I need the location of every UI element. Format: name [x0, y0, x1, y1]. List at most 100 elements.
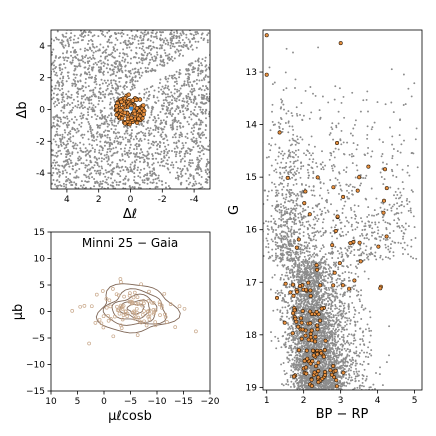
- position-field-star: [152, 96, 155, 99]
- position-field-star: [171, 94, 174, 97]
- position-field-star: [121, 56, 124, 59]
- cmd-field-star: [308, 250, 311, 253]
- position-field-star: [56, 74, 59, 77]
- position-field-star: [195, 121, 198, 124]
- position-field-star: [162, 59, 164, 62]
- position-field-star: [128, 37, 131, 39]
- cmd-field-star: [354, 176, 357, 179]
- cmd-field-star: [360, 232, 363, 235]
- position-field-star: [179, 131, 182, 134]
- cmd-field-star: [395, 197, 398, 200]
- position-field-star: [116, 140, 119, 143]
- position-field-star: [84, 94, 87, 96]
- cmd-field-star: [349, 348, 352, 351]
- cmd-field-star: [310, 391, 312, 393]
- position-field-star: [47, 116, 49, 118]
- position-field-star: [189, 81, 192, 84]
- cmd-field-star: [358, 385, 361, 387]
- position-field-star: [87, 39, 90, 42]
- position-field-star: [159, 63, 162, 66]
- position-field-star: [146, 104, 149, 107]
- position-field-star: [76, 90, 79, 93]
- position-field-star: [177, 178, 180, 181]
- cmd-field-star: [332, 150, 335, 153]
- position-member-star: [125, 116, 131, 122]
- position-field-star: [49, 64, 51, 66]
- cmd-field-star: [304, 284, 307, 287]
- position-field-star: [212, 33, 214, 35]
- position-field-star: [135, 46, 138, 49]
- position-field-star: [186, 47, 189, 50]
- cmd-field-star: [322, 233, 325, 236]
- cmd-field-star: [339, 393, 341, 395]
- position-field-star: [131, 41, 134, 44]
- position-field-star: [65, 163, 68, 166]
- position-field-star: [72, 56, 74, 59]
- position-field-star: [169, 37, 172, 40]
- cmd-field-star: [308, 158, 311, 161]
- position-field-star: [117, 173, 120, 176]
- position-field-star: [115, 181, 118, 184]
- position-field-star: [52, 154, 54, 157]
- position-field-star: [205, 101, 208, 104]
- position-field-star: [115, 135, 118, 138]
- position-field-star: [167, 112, 170, 115]
- position-field-star: [101, 149, 104, 152]
- position-field-star: [196, 166, 199, 169]
- cmd-field-star: [297, 216, 300, 219]
- position-field-star: [150, 110, 153, 112]
- cmd-field-star: [329, 394, 331, 396]
- position-field-star: [204, 69, 207, 72]
- pm-title: Minni 25 − Gaia: [82, 236, 178, 250]
- cmd-field-star: [314, 271, 317, 274]
- position-field-star: [53, 191, 55, 193]
- position-field-star: [199, 123, 202, 126]
- cmd-field-star: [270, 220, 273, 223]
- cmd-field-star: [400, 143, 403, 146]
- position-field-star: [171, 37, 174, 40]
- cmd-field-star: [285, 271, 288, 274]
- cmd-field-star: [328, 133, 331, 136]
- position-field-star: [51, 149, 54, 152]
- position-field-star: [65, 150, 68, 153]
- cmd-field-star: [380, 155, 383, 158]
- position-field-star: [53, 105, 56, 108]
- position-field-star: [151, 172, 154, 175]
- cmd-field-star: [318, 396, 320, 398]
- cmd-field-star: [334, 397, 336, 399]
- cmd-field-star: [293, 204, 296, 207]
- position-field-star: [118, 159, 121, 161]
- pm-member-point: [140, 312, 145, 317]
- position-field-star: [165, 96, 168, 99]
- position-field-star: [70, 118, 73, 121]
- position-field-star: [178, 39, 181, 42]
- cmd-field-star: [292, 391, 294, 393]
- cmd-field-star: [288, 191, 291, 194]
- position-field-star: [129, 137, 132, 140]
- position-field-star: [160, 31, 163, 34]
- cmd-field-stars: [263, 46, 422, 399]
- position-field-star: [97, 35, 100, 38]
- position-field-star: [131, 37, 134, 40]
- position-field-star: [65, 176, 68, 178]
- position-field-star: [194, 60, 197, 63]
- position-field-star: [195, 102, 198, 105]
- position-field-star: [112, 70, 115, 73]
- pm-member-point: [121, 313, 126, 317]
- position-field-star: [210, 174, 212, 176]
- position-field-star: [64, 116, 67, 119]
- position-field-star: [197, 163, 200, 166]
- position-field-star: [98, 87, 101, 90]
- position-field-star: [187, 75, 190, 78]
- cmd-field-star: [319, 396, 321, 398]
- position-field-star: [70, 180, 72, 183]
- position-field-star: [48, 157, 50, 159]
- position-field-star: [76, 87, 79, 90]
- position-field-star: [76, 127, 79, 130]
- position-field-star: [72, 141, 75, 144]
- position-field-star: [57, 184, 60, 187]
- cmd-field-star: [338, 308, 341, 311]
- cmd-field-star: [274, 195, 277, 197]
- position-field-star: [142, 42, 145, 45]
